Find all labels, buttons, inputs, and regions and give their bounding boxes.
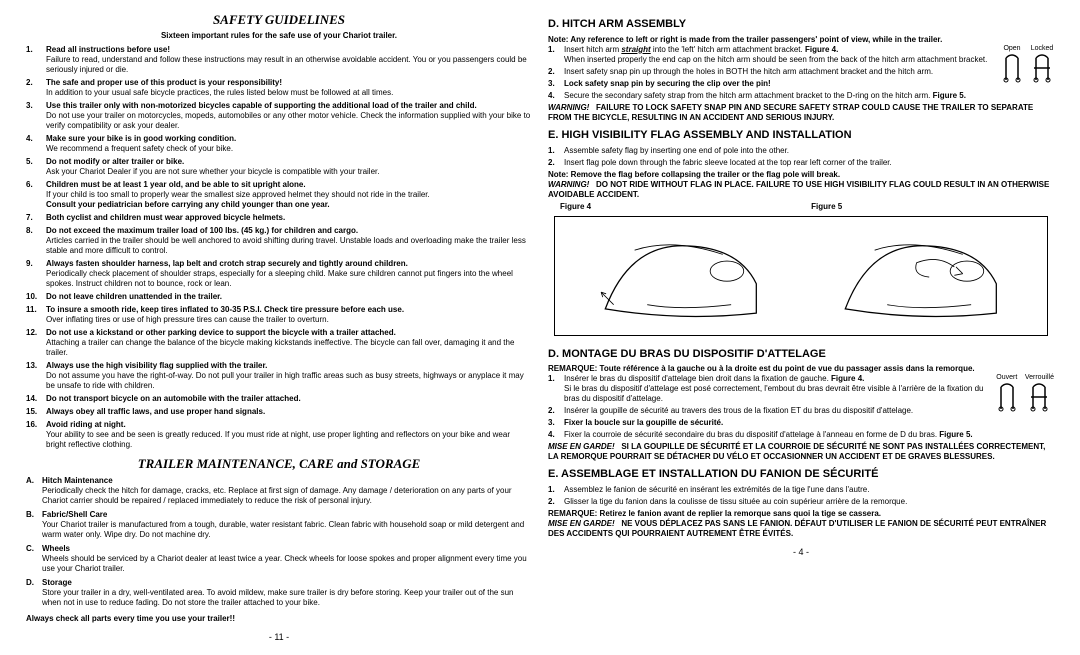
fr-hitch-title: D. MONTAGE DU BRAS DU DISPOSITIF D'ATTEL…	[548, 348, 1054, 362]
list-item: 2.Insert safety snap pin up through the …	[548, 67, 992, 77]
rule-item: 9.Always fasten shoulder harness, lap be…	[26, 259, 532, 289]
fr-flag-steps: 1.Assemblez le fanion de sécurité en ins…	[548, 485, 1054, 509]
figure-4	[580, 225, 782, 326]
pin-open-label: Open	[1003, 45, 1020, 52]
list-item: 3.Lock safety snap pin by securing the c…	[548, 79, 992, 89]
hitch-note: Note: Any reference to left or right is …	[548, 35, 942, 44]
rule-item: 10.Do not leave children unattended in t…	[26, 292, 532, 302]
maint-item: B.Fabric/Shell CareYour Chariot trailer …	[26, 510, 532, 540]
list-item: 1.Insérer le bras du dispositif d'attela…	[548, 374, 987, 404]
rule-item: 6.Children must be at least 1 year old, …	[26, 180, 532, 210]
rule-item: 3.Use this trailer only with non-motoriz…	[26, 101, 532, 131]
rule-item: 4.Make sure your bike is in good working…	[26, 134, 532, 154]
flag-note: Note: Remove the flag before collapsing …	[548, 170, 840, 179]
pin-diagram-en: Open Locked	[1000, 45, 1054, 84]
list-item: 4.Secure the secondary safety strap from…	[548, 91, 992, 101]
page-num-right: - 4 -	[548, 547, 1054, 558]
fr-flag-title: E. ASSEMBLAGE ET INSTALLATION DU FANION …	[548, 468, 1054, 482]
hitch-warning: WARNING! FAILURE TO LOCK SAFETY SNAP PIN…	[548, 103, 1054, 123]
fr-hitch-steps: 1.Insérer le bras du dispositif d'attela…	[548, 374, 987, 440]
flag-steps: 1.Assemble safety flag by inserting one …	[548, 146, 1054, 170]
figure-box	[554, 216, 1048, 336]
maint-title: TRAILER MAINTENANCE, CARE and STORAGE	[26, 456, 532, 472]
hitch-steps: 1.Insert hitch arm straight into the 'le…	[548, 45, 992, 101]
list-item: 3.Fixer la boucle sur la goupille de séc…	[548, 418, 987, 428]
list-item: 1.Assemble safety flag by inserting one …	[548, 146, 1054, 156]
fr-flag-note: REMARQUE: Retirez le fanion avant de rep…	[548, 509, 881, 518]
maint-list: A.Hitch MaintenancePeriodically check th…	[26, 476, 532, 608]
rule-item: 5.Do not modify or alter trailer or bike…	[26, 157, 532, 177]
hitch-title: D. HITCH ARM ASSEMBLY	[548, 18, 1054, 32]
rule-item: 11.To insure a smooth ride, keep tires i…	[26, 305, 532, 325]
rules-list: 1.Read all instructions before use!Failu…	[26, 45, 532, 450]
fr-hitch-note: REMARQUE: Toute référence à la gauche ou…	[548, 364, 975, 373]
maint-item: C.WheelsWheels should be serviced by a C…	[26, 544, 532, 574]
page-left: SAFETY GUIDELINES Sixteen important rule…	[18, 12, 540, 643]
safety-title: SAFETY GUIDELINES	[26, 12, 532, 28]
rule-item: 8.Do not exceed the maximum trailer load…	[26, 226, 532, 256]
fr-pin-locked-label: Verrouillé	[1025, 374, 1054, 381]
maint-item: A.Hitch MaintenancePeriodically check th…	[26, 476, 532, 506]
flag-title: E. HIGH VISIBILITY FLAG ASSEMBLY AND INS…	[548, 129, 1054, 143]
safety-subhead: Sixteen important rules for the safe use…	[26, 31, 532, 41]
figure-labels: Figure 4 Figure 5	[560, 202, 1054, 212]
list-item: 1.Insert hitch arm straight into the 'le…	[548, 45, 992, 65]
pin-diagram-fr: Ouvert Verrouillé	[995, 374, 1054, 413]
always-check: Always check all parts every time you us…	[26, 614, 532, 624]
rule-item: 1.Read all instructions before use!Failu…	[26, 45, 532, 75]
list-item: 1.Assemblez le fanion de sécurité en ins…	[548, 485, 1054, 495]
maint-item: D.StorageStore your trailer in a dry, we…	[26, 578, 532, 608]
rule-item: 14.Do not transport bicycle on an automo…	[26, 394, 532, 404]
pin-locked-label: Locked	[1031, 45, 1054, 52]
fr-flag-warning: MISE EN GARDE! NE VOUS DÉPLACEZ PAS SANS…	[548, 519, 1054, 539]
rule-item: 15.Always obey all traffic laws, and use…	[26, 407, 532, 417]
flag-warning: WARNING! DO NOT RIDE WITHOUT FLAG IN PLA…	[548, 180, 1054, 200]
list-item: 2.Insert flag pole down through the fabr…	[548, 158, 1054, 168]
page-num-left: - 11 -	[26, 632, 532, 643]
fr-hitch-warning: MISE EN GARDE! SI LA GOUPILLE DE SÉCURIT…	[548, 442, 1054, 462]
list-item: 2.Insérer la goupille de sécurité au tra…	[548, 406, 987, 416]
list-item: 4.Fixer la courroie de sécurité secondai…	[548, 430, 987, 440]
rule-item: 13.Always use the high visibility flag s…	[26, 361, 532, 391]
page-right: D. HITCH ARM ASSEMBLY Note: Any referenc…	[540, 12, 1062, 643]
fr-pin-open-label: Ouvert	[996, 374, 1017, 381]
list-item: 2.Glisser la tige du fanion dans la coul…	[548, 497, 1054, 507]
rule-item: 12.Do not use a kickstand or other parki…	[26, 328, 532, 358]
rule-item: 2.The safe and proper use of this produc…	[26, 78, 532, 98]
rule-item: 7.Both cyclist and children must wear ap…	[26, 213, 532, 223]
rule-item: 16.Avoid riding at night.Your ability to…	[26, 420, 532, 450]
figure-5	[820, 225, 1022, 326]
